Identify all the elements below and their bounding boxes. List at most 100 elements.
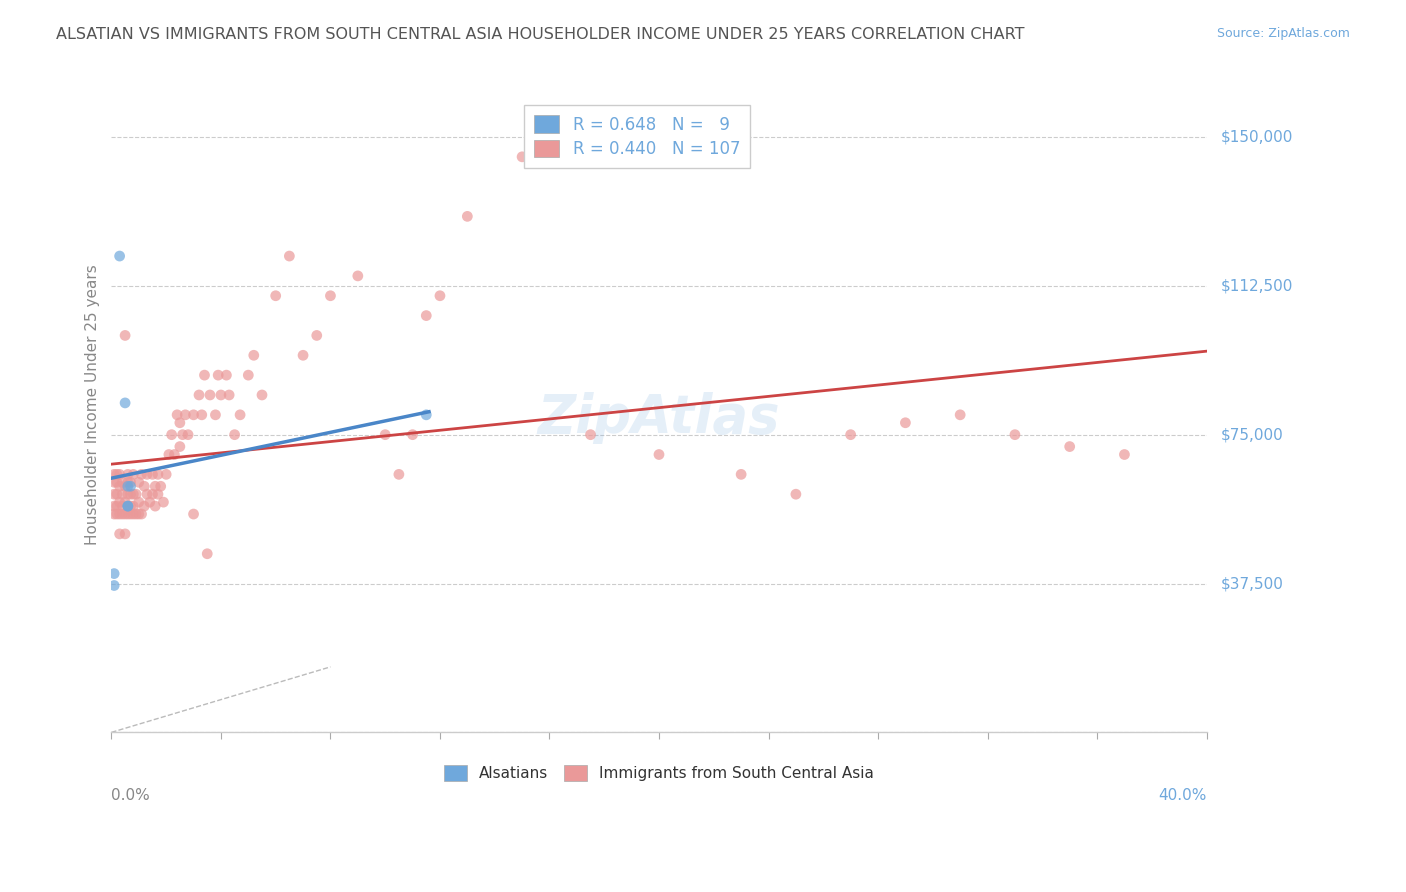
Point xyxy=(136,467,159,482)
Point xyxy=(134,499,156,513)
Point xyxy=(125,507,148,521)
Point xyxy=(128,475,150,490)
Point xyxy=(218,388,240,402)
Point xyxy=(105,499,128,513)
Point xyxy=(131,467,153,482)
Point xyxy=(120,507,142,521)
Point xyxy=(103,507,125,521)
Point xyxy=(172,427,194,442)
Point xyxy=(117,467,139,482)
Point xyxy=(111,499,134,513)
Point xyxy=(163,448,186,462)
Point xyxy=(117,487,139,501)
Point xyxy=(108,527,131,541)
Point xyxy=(1114,448,1136,462)
Point xyxy=(204,408,226,422)
Point xyxy=(117,499,139,513)
Text: $37,500: $37,500 xyxy=(1220,576,1284,591)
Point xyxy=(105,467,128,482)
Y-axis label: Householder Income Under 25 years: Householder Income Under 25 years xyxy=(86,265,100,545)
Point xyxy=(319,289,342,303)
Point xyxy=(209,388,232,402)
Point xyxy=(169,416,191,430)
Point xyxy=(122,507,145,521)
Point xyxy=(120,499,142,513)
Point xyxy=(415,408,437,422)
Point xyxy=(134,479,156,493)
Point xyxy=(131,507,153,521)
Text: ZipAtlas: ZipAtlas xyxy=(537,392,780,444)
Point xyxy=(120,487,142,501)
Point xyxy=(114,479,136,493)
Point xyxy=(103,467,125,482)
Point xyxy=(401,427,423,442)
Point xyxy=(1004,427,1026,442)
Point xyxy=(456,210,478,224)
Point xyxy=(108,249,131,263)
Point xyxy=(415,309,437,323)
Point xyxy=(120,475,142,490)
Point xyxy=(169,440,191,454)
Point xyxy=(224,427,246,442)
Point xyxy=(143,479,166,493)
Point xyxy=(292,348,315,362)
Point xyxy=(229,408,252,422)
Point xyxy=(114,396,136,410)
Point xyxy=(195,547,218,561)
Point xyxy=(114,495,136,509)
Point xyxy=(125,487,148,501)
Legend: Alsatians, Immigrants from South Central Asia: Alsatians, Immigrants from South Central… xyxy=(434,756,883,790)
Point xyxy=(177,427,200,442)
Point xyxy=(122,467,145,482)
Point xyxy=(243,348,266,362)
Point xyxy=(103,566,125,581)
Point xyxy=(141,467,163,482)
Point xyxy=(114,328,136,343)
Point xyxy=(155,467,177,482)
Point xyxy=(122,487,145,501)
Point xyxy=(191,408,214,422)
Point xyxy=(143,499,166,513)
Point xyxy=(785,487,807,501)
Point xyxy=(111,507,134,521)
Point xyxy=(264,289,287,303)
Point xyxy=(111,475,134,490)
Text: ALSATIAN VS IMMIGRANTS FROM SOUTH CENTRAL ASIA HOUSEHOLDER INCOME UNDER 25 YEARS: ALSATIAN VS IMMIGRANTS FROM SOUTH CENTRA… xyxy=(56,27,1025,42)
Point xyxy=(114,507,136,521)
Point xyxy=(149,479,172,493)
Point xyxy=(250,388,273,402)
Point xyxy=(198,388,221,402)
Point xyxy=(648,448,671,462)
Point xyxy=(510,150,533,164)
Point xyxy=(579,427,602,442)
Text: $150,000: $150,000 xyxy=(1220,129,1292,145)
Point xyxy=(157,448,180,462)
Point xyxy=(160,427,183,442)
Point xyxy=(146,467,169,482)
Point xyxy=(215,368,238,383)
Point xyxy=(374,427,396,442)
Point xyxy=(188,388,211,402)
Point xyxy=(122,499,145,513)
Point xyxy=(346,268,368,283)
Text: 0.0%: 0.0% xyxy=(111,788,150,803)
Point xyxy=(117,507,139,521)
Point xyxy=(894,416,917,430)
Point xyxy=(949,408,972,422)
Point xyxy=(136,487,159,501)
Point xyxy=(108,507,131,521)
Point xyxy=(388,467,411,482)
Point xyxy=(108,479,131,493)
Point xyxy=(103,475,125,490)
Point xyxy=(117,475,139,490)
Point xyxy=(103,499,125,513)
Point xyxy=(193,368,215,383)
Point xyxy=(183,507,205,521)
Point xyxy=(105,475,128,490)
Point xyxy=(183,408,205,422)
Point xyxy=(128,495,150,509)
Point xyxy=(117,499,139,513)
Text: $112,500: $112,500 xyxy=(1220,278,1292,293)
Point xyxy=(111,487,134,501)
Point xyxy=(103,578,125,592)
